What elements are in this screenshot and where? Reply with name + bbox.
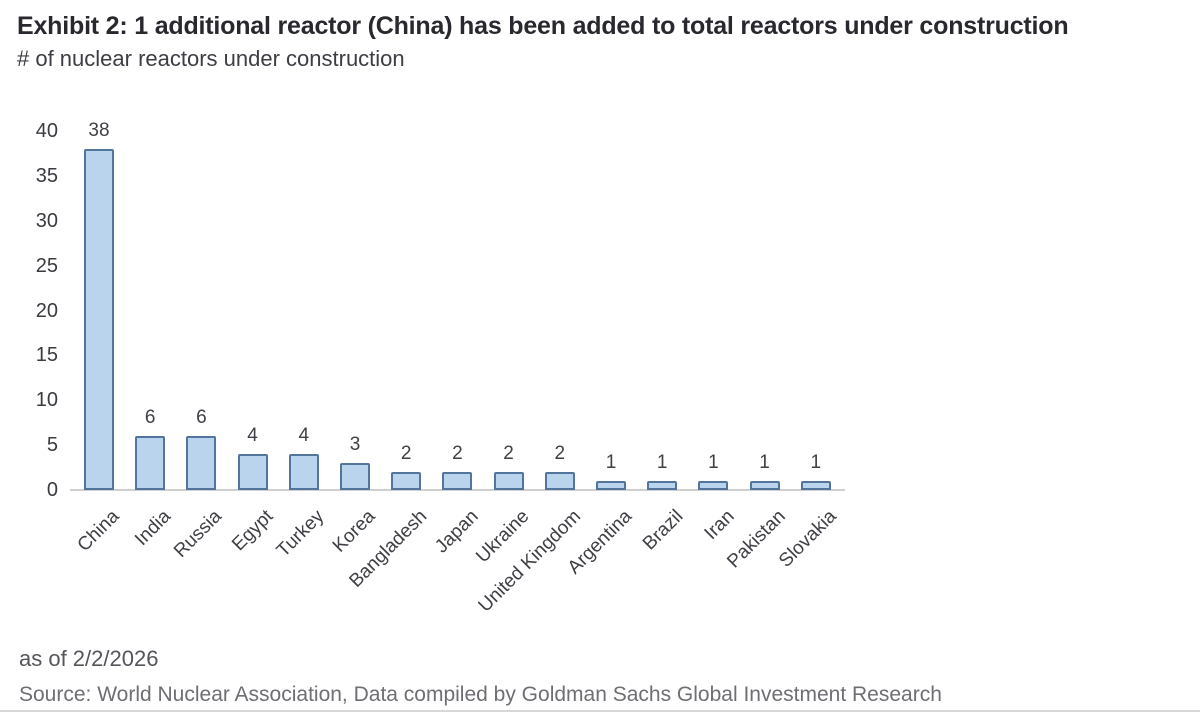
exhibit-title: Exhibit 2: 1 additional reactor (China) … bbox=[17, 12, 1069, 40]
exhibit-subtitle: # of nuclear reactors under construction bbox=[17, 46, 405, 71]
bottom-rule bbox=[0, 710, 1200, 712]
bar-value-label: 4 bbox=[298, 425, 310, 447]
y-axis-tick-label: 5 bbox=[46, 434, 58, 457]
bar-value-label: 1 bbox=[759, 452, 770, 474]
bar-value-label: 3 bbox=[349, 434, 361, 456]
bar-value-label: 4 bbox=[247, 425, 258, 447]
y-axis-tick-label: 30 bbox=[35, 209, 58, 232]
bar-iran bbox=[698, 481, 729, 490]
bar-india bbox=[135, 436, 166, 490]
bar-value-label: 6 bbox=[196, 407, 207, 429]
bar-slovakia bbox=[800, 481, 831, 490]
bar-russia bbox=[186, 436, 217, 490]
y-axis-tick-label: 40 bbox=[35, 120, 58, 142]
source-note: Source: World Nuclear Association, Data … bbox=[19, 683, 942, 706]
x-axis-baseline bbox=[70, 489, 845, 491]
bar-bangladesh bbox=[391, 472, 422, 490]
bar-united-kingdom bbox=[544, 472, 575, 490]
bar-value-label: 2 bbox=[452, 443, 463, 465]
y-axis-tick-label: 15 bbox=[35, 344, 58, 367]
bar-korea bbox=[340, 463, 370, 490]
as-of-note: as of 2/2/2026 bbox=[19, 646, 159, 671]
bar-argentina bbox=[596, 481, 626, 490]
bar-value-label: 38 bbox=[88, 119, 110, 141]
bar-china bbox=[84, 148, 114, 490]
bar-pakistan bbox=[749, 481, 780, 490]
x-axis-category-label: Iran bbox=[700, 506, 739, 545]
x-axis-category-label: India bbox=[131, 506, 176, 550]
y-axis-tick-label: 20 bbox=[35, 299, 58, 322]
bar-value-label: 1 bbox=[810, 452, 822, 474]
x-axis-category-label: Brazil bbox=[638, 506, 688, 555]
bar-value-label: 2 bbox=[503, 443, 514, 465]
bar-ukraine bbox=[493, 472, 524, 490]
bar-egypt bbox=[237, 454, 268, 490]
y-axis-tick-label: 25 bbox=[35, 254, 58, 277]
bar-turkey bbox=[288, 454, 319, 490]
y-axis-tick-label: 35 bbox=[35, 164, 58, 187]
x-axis-category-label: Turkey bbox=[273, 506, 329, 562]
bar-value-label: 1 bbox=[708, 452, 719, 474]
bar-japan bbox=[442, 472, 473, 490]
bar-value-label: 2 bbox=[400, 443, 412, 465]
bar-brazil bbox=[647, 481, 678, 490]
y-axis-tick-label: 0 bbox=[46, 479, 58, 501]
y-axis-tick-label: 10 bbox=[35, 389, 58, 412]
bar-value-label: 1 bbox=[656, 452, 668, 474]
x-axis-category-label: China bbox=[73, 506, 124, 556]
x-axis-category-label: Russia bbox=[170, 506, 227, 562]
bar-value-label: 6 bbox=[144, 407, 156, 429]
bar-value-label: 1 bbox=[605, 452, 617, 474]
bar-value-label: 2 bbox=[554, 443, 566, 465]
x-axis-category-label: Egypt bbox=[228, 506, 278, 556]
